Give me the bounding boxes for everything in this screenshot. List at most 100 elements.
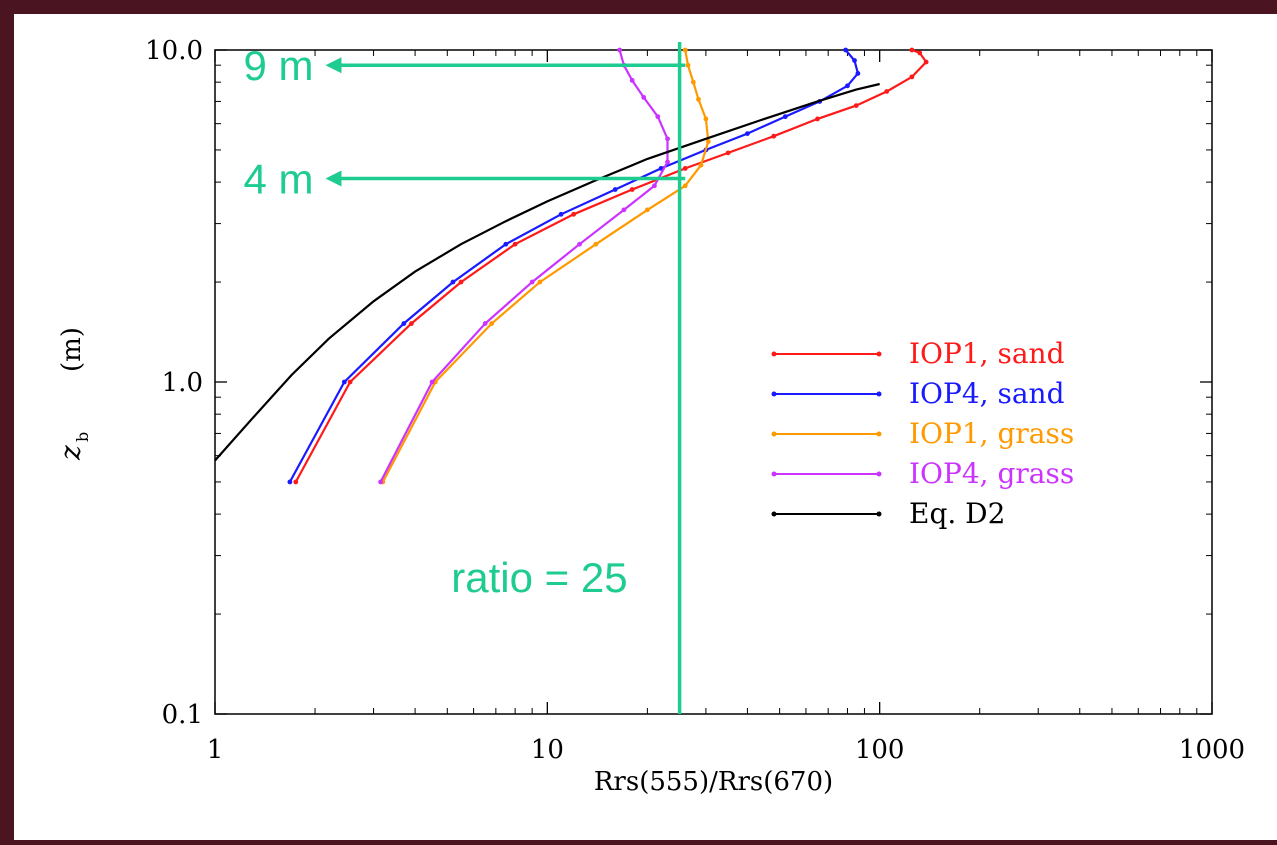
data-point xyxy=(853,103,859,109)
legend-marker xyxy=(876,511,882,517)
x-tick-label: 1000 xyxy=(1179,735,1245,765)
data-point xyxy=(503,241,509,247)
y-axis-label: z xyxy=(54,445,87,461)
data-point xyxy=(577,241,582,247)
data-point xyxy=(855,71,861,76)
legend-marker xyxy=(771,511,777,517)
depth-ratio-chart: 1 10 100 1000 0.1 1.0 10.0 9 m 4 m ratio = 25 IO… xyxy=(54,36,1245,797)
data-point xyxy=(429,379,435,385)
axis-labels: Rrs(555)/Rrs(670) z b (m) xyxy=(54,327,833,797)
data-point xyxy=(665,136,670,142)
data-point xyxy=(529,279,535,285)
data-point xyxy=(621,207,627,213)
data-point xyxy=(909,74,915,80)
x-tick-label: 100 xyxy=(855,735,905,765)
data-point xyxy=(698,162,704,168)
series-3 xyxy=(380,47,711,485)
legend: IOP1, sand IOP4, sand IOP1, grass IOP4, gra… xyxy=(771,337,1074,530)
series-1 xyxy=(293,47,929,485)
legend-entry: IOP4, sand xyxy=(771,377,1065,410)
data-point xyxy=(512,241,518,247)
data-point xyxy=(644,207,650,213)
data-point xyxy=(652,183,657,189)
data-point xyxy=(401,321,407,326)
data-point xyxy=(409,321,414,326)
data-point xyxy=(347,379,353,385)
data-point xyxy=(685,62,691,68)
series-line xyxy=(294,48,928,483)
depth-label: 4 m xyxy=(243,156,313,203)
legend-entry: IOP4, grass xyxy=(771,457,1074,490)
data-point xyxy=(682,165,688,171)
data-point xyxy=(696,96,701,102)
data-point xyxy=(703,116,709,122)
legend-marker xyxy=(876,391,882,397)
data-point xyxy=(923,59,929,65)
data-point xyxy=(690,79,696,85)
x-axis-label: Rrs(555)/Rrs(670) xyxy=(594,767,833,797)
legend-marker xyxy=(771,351,777,357)
legend-marker xyxy=(771,431,777,437)
legend-entry: IOP1, sand xyxy=(771,337,1065,370)
x-tick-label: 1 xyxy=(207,735,224,765)
data-point xyxy=(705,139,711,144)
series-5 xyxy=(214,82,880,462)
data-point xyxy=(655,114,661,120)
y-tick-label: 0.1 xyxy=(162,700,203,730)
data-point xyxy=(612,187,618,192)
legend-marker xyxy=(876,351,882,357)
data-point xyxy=(852,58,857,63)
data-point xyxy=(378,479,384,485)
legend-entry: IOP1, grass xyxy=(771,417,1074,450)
data-point xyxy=(845,83,850,89)
y-axis-unit: (m) xyxy=(57,327,87,372)
series-line xyxy=(214,82,880,462)
data-point xyxy=(450,279,456,285)
y-tick-label: 1.0 xyxy=(162,368,203,398)
depth-arrow-2: 4 m xyxy=(243,156,686,203)
legend-marker xyxy=(771,391,777,397)
data-point xyxy=(815,116,820,122)
data-point xyxy=(665,159,670,165)
y-axis-label-subscript: b xyxy=(73,432,92,442)
data-point xyxy=(593,241,599,247)
data-point xyxy=(843,47,849,53)
series-line xyxy=(381,49,710,483)
data-point xyxy=(909,47,915,53)
series-2 xyxy=(287,47,861,485)
data-point xyxy=(558,211,564,217)
data-point xyxy=(884,89,890,94)
minor-ticks xyxy=(215,50,1212,714)
legend-label: IOP1, grass xyxy=(909,417,1074,450)
data-point xyxy=(745,131,750,137)
series-line xyxy=(288,49,860,483)
series-line xyxy=(379,49,669,483)
series-4 xyxy=(378,47,670,485)
ratio-label: ratio = 25 xyxy=(451,554,627,601)
depth-arrow-1: 9 m xyxy=(243,42,686,89)
legend-marker xyxy=(876,431,882,437)
data-point xyxy=(537,279,543,285)
plot-axes: 1 10 100 1000 0.1 1.0 10.0 xyxy=(145,36,1245,765)
legend-label: IOP4, sand xyxy=(909,377,1065,410)
data-point xyxy=(617,47,623,53)
data-point xyxy=(293,479,299,485)
legend-entry: Eq. D2 xyxy=(771,497,1005,530)
annotation-layer: 9 m 4 m ratio = 25 xyxy=(243,42,686,714)
data-point xyxy=(287,479,293,485)
data-point xyxy=(782,114,788,120)
data-point xyxy=(682,183,688,189)
arrow-head xyxy=(325,170,342,187)
data-point xyxy=(725,150,731,156)
data-point xyxy=(571,211,577,217)
data-point xyxy=(458,279,464,285)
legend-marker xyxy=(771,471,777,477)
data-point xyxy=(917,50,923,56)
data-point xyxy=(641,94,647,100)
data-point xyxy=(482,321,488,326)
legend-label: IOP1, sand xyxy=(909,337,1065,370)
data-point xyxy=(489,321,495,326)
legend-label: Eq. D2 xyxy=(909,497,1005,530)
depth-label: 9 m xyxy=(243,42,313,89)
legend-marker xyxy=(876,471,882,477)
